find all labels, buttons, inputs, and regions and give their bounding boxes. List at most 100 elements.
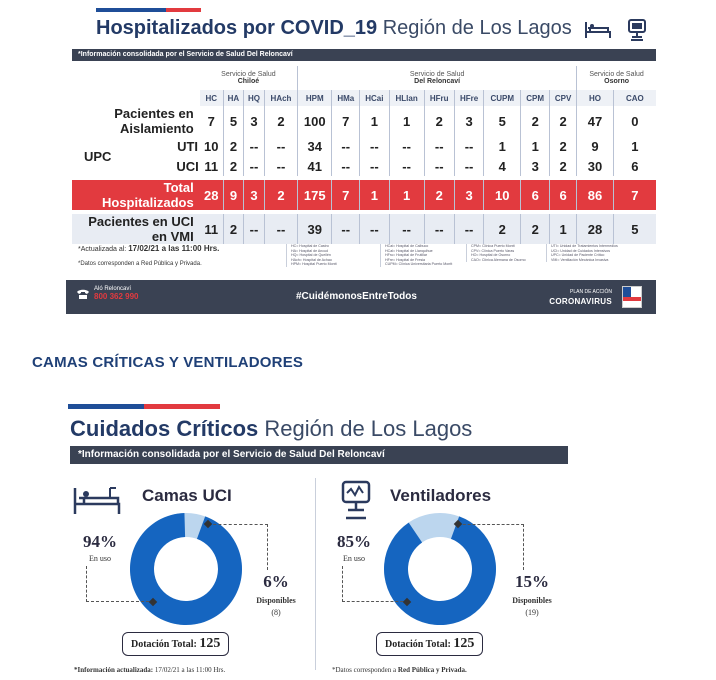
cell-cpm: 2 <box>520 106 550 136</box>
flag-bar-blue <box>68 404 144 409</box>
cell-ho: 86 <box>576 180 614 210</box>
flag-bar-blue <box>96 8 166 12</box>
row-label: Total Hospitalizados <box>72 180 200 210</box>
legend-item: VMI= Ventilación Mecánica Invasiva <box>551 257 609 262</box>
cell-hllan: -- <box>388 156 425 176</box>
vent-donut <box>384 513 496 625</box>
cell-hc: 11 <box>204 158 219 174</box>
uci-donut <box>130 513 242 625</box>
vent-title: Ventiladores <box>390 486 492 505</box>
cell-cupm: 2 <box>483 214 521 244</box>
cell-hfre: -- <box>453 156 484 176</box>
legend-item: HCai= Hospital de Calbuco <box>385 244 429 248</box>
cell-ha: 2 <box>222 156 244 176</box>
row-total: Total Hospitalizados 28 9 3 2 175 7 1 1 2 3 10 6 6 86… <box>72 180 656 210</box>
col-header: HMa <box>331 90 360 106</box>
flag-bar-red <box>144 404 220 409</box>
cell-hpm: 34 <box>297 136 332 156</box>
cell-cao: 0 <box>612 106 656 136</box>
legend-item: UCI= Unidad de Cuidados Intensivos <box>551 248 611 253</box>
cell-hpm: 100 <box>297 106 332 136</box>
cell-hfru: -- <box>423 136 455 156</box>
vent-available-label: Disponibles <box>512 596 552 605</box>
donut-in-use-slice <box>130 513 242 625</box>
col-header: HFru <box>423 90 455 106</box>
col-header: HA <box>222 90 244 106</box>
critical-care-infographic: Cuidados Críticos Región de Los Lagos *I… <box>66 404 570 680</box>
cell-hq: -- <box>243 136 265 156</box>
uci-total-box: Dotación Total: 125 <box>122 632 230 656</box>
cell-hc: 10 <box>204 138 219 154</box>
cell-cupm: 5 <box>483 106 521 136</box>
cell-cpm: 6 <box>520 180 550 210</box>
cell-hc: 28 <box>199 180 224 210</box>
legend-item: HCal= Hospital de Llanquihue <box>385 248 433 253</box>
cell-hma: 7 <box>331 180 360 210</box>
row-label: Pacientes en Aislamiento <box>114 106 194 136</box>
data-note: *Datos corresponden a Red Pública y Priv… <box>78 261 202 267</box>
cell-hma: -- <box>331 156 360 176</box>
donut-in-use-slice <box>384 516 496 625</box>
cell-hq: -- <box>243 214 265 244</box>
service-reloncavi: Servicio de Salud Del Reloncaví <box>297 66 577 90</box>
row-label: Pacientes en UCI en VMI <box>72 214 200 244</box>
cell-ho: 30 <box>576 156 614 176</box>
legend-item: HC= Hospital de Castro <box>291 244 329 248</box>
uci-available-count: (8) <box>271 608 281 617</box>
legend-item: HA= Hospital de Ancud <box>291 248 329 253</box>
cell-cao: 7 <box>612 180 656 210</box>
cell-hfre: -- <box>453 136 484 156</box>
cell-hfru: 2 <box>423 180 455 210</box>
ventilator-icon <box>628 19 646 41</box>
uci-title: Camas UCI <box>142 486 232 505</box>
coronavirus-brand: PLAN DE ACCIÓN CORONAVIRUS <box>549 289 612 306</box>
col-header: HCai <box>359 90 390 106</box>
col-header: HAch <box>263 90 298 106</box>
cell-hq: 3 <box>243 106 265 136</box>
cell-hcai: -- <box>359 136 390 156</box>
uci-in-use-pct: 94% <box>83 532 117 551</box>
phone-number: 800 362 990 <box>94 292 139 301</box>
cell-hq: -- <box>243 156 265 176</box>
info-bar: *Información consolidada por el Servicio… <box>72 49 656 61</box>
legend-item: CAO= Clínica Alemana de Osorno <box>471 257 526 262</box>
row-aislamiento: Pacientes en Aislamiento 7 5 3 2 100 7 1 1 2 3 5 2 2… <box>72 106 656 136</box>
col-header: CUPM <box>483 90 521 106</box>
cell-cpm: 3 <box>520 156 550 176</box>
legend-item: UPC= Unidad de Paciente Crítico <box>551 253 605 258</box>
cell-hcai: -- <box>359 214 390 244</box>
uci-available-label: Disponibles <box>256 596 296 605</box>
cell-hcai: -- <box>359 156 390 176</box>
footer-bar: Aló Reloncaví 800 362 990 #CuidémonosEntr… <box>66 280 656 314</box>
cell-cupm: 10 <box>483 180 521 210</box>
legend-col: HCai= Hospital de Calbuco HCal= Hospital … <box>380 244 452 267</box>
cell-hcai: 1 <box>359 106 390 136</box>
col-header: CPM <box>520 90 550 106</box>
cell-hc: 7 <box>207 113 215 129</box>
legend-col: HC= Hospital de Castro HA= Hospital de An… <box>286 244 337 267</box>
cell-cpv: 2 <box>549 156 577 176</box>
cell-hllan: 1 <box>388 106 425 136</box>
vent-available-count: (19) <box>525 608 539 617</box>
row-label: UCI <box>176 158 199 174</box>
uci-in-use-label: En uso <box>89 554 111 563</box>
cell-hma: -- <box>331 214 360 244</box>
col-header: CPV <box>549 90 577 106</box>
col-header: HC <box>199 90 224 106</box>
cell-cao: 6 <box>612 156 656 176</box>
cell-cupm: 1 <box>483 136 521 156</box>
cell-hllan: -- <box>388 214 425 244</box>
row-uci: UCI 11 2 -- -- 41 -- -- -- -- -- 4 3 2 30 6 <box>72 156 656 176</box>
row-uti: UPC UTI 10 2 -- -- 34 -- -- -- -- -- 1 1 2 9 1 <box>72 136 656 164</box>
legend-item: HFru= Hospital de Frutillar <box>385 253 428 258</box>
government-logo <box>622 286 642 308</box>
cell-hach: -- <box>263 136 298 156</box>
hospital-bed-icon <box>73 487 121 514</box>
cell-cpv: 2 <box>549 136 577 156</box>
cell-hpm: 41 <box>297 156 332 176</box>
col-header: HFre <box>453 90 484 106</box>
col-header: CAO <box>612 90 656 106</box>
row-label: UTI <box>177 138 199 154</box>
section-heading: CAMAS CRÍTICAS Y VENTILADORES <box>32 354 304 371</box>
info-bar: *Información consolidada por el Servicio… <box>70 446 568 464</box>
